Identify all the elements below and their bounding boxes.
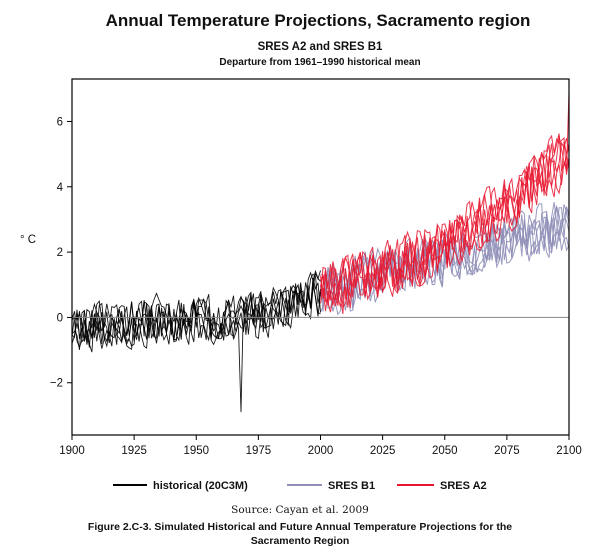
series-line-sres-a2: [320, 133, 569, 306]
x-tick-label: 2075: [494, 445, 520, 457]
source-note: Source: Cayan et al. 2009: [231, 504, 369, 516]
y-tick-label: 4: [57, 182, 64, 194]
x-tick-label: 1900: [59, 445, 85, 457]
y-axis: −2 0 2 4 6: [50, 116, 72, 390]
x-tick-label: 2050: [432, 445, 458, 457]
series-line-historical-20c3m-: [72, 269, 321, 351]
series-line-sres-b1: [320, 204, 569, 311]
figure-caption-line-1: Figure 2.C-3. Simulated Historical and F…: [88, 521, 512, 533]
legend: historical (20C3M) SRES B1 SRES A2: [113, 480, 487, 492]
legend-label-b1: SRES B1: [328, 480, 375, 492]
chart-subtitle: SRES A2 and SRES B1: [258, 41, 383, 53]
legend-label-a2: SRES A2: [440, 480, 487, 492]
y-tick-label: −2: [50, 378, 63, 390]
chart-subtitle-2: Departure from 1961–1990 historical mean: [219, 57, 420, 68]
x-tick-label: 2100: [556, 445, 582, 457]
legend-label-historical: historical (20C3M): [153, 480, 248, 492]
series-line-historical-20c3m-: [72, 282, 321, 413]
x-tick-label: 1975: [246, 445, 272, 457]
plot-frame: [71, 78, 570, 436]
x-tick-label: 2000: [308, 445, 334, 457]
series-line-sres-a2: [320, 138, 569, 312]
series-line-historical-20c3m-: [72, 273, 321, 349]
y-tick-label: 6: [57, 116, 63, 128]
y-tick-label: 2: [57, 247, 63, 259]
chart-title: Annual Temperature Projections, Sacramen…: [106, 11, 531, 30]
figure-caption-line-2: Sacramento Region: [251, 535, 350, 547]
x-axis: 1900 1925 1950 1975 2000 2025 2050 2075 2100: [59, 435, 582, 457]
y-axis-label: ° C: [20, 234, 36, 246]
x-tick-label: 1950: [183, 445, 209, 457]
x-tick-label: 1925: [121, 445, 147, 457]
y-tick-label: 0: [57, 312, 63, 324]
x-tick-label: 2025: [370, 445, 396, 457]
series-line-sres-a2: [320, 135, 569, 314]
